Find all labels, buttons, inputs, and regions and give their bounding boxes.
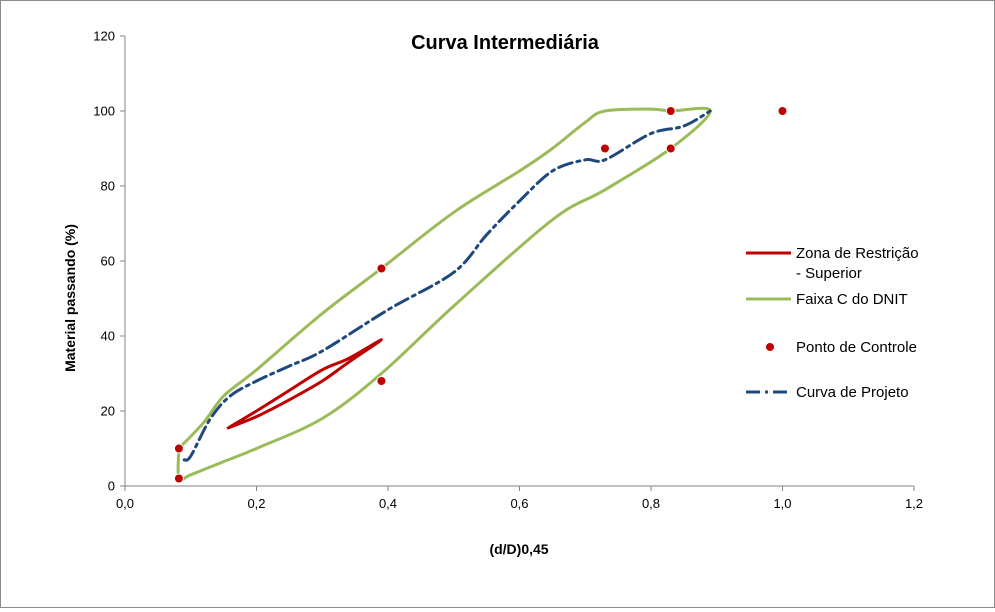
legend-label: Ponto de Controle	[796, 339, 917, 356]
legend-label: - Superior	[796, 265, 862, 282]
y-tick-label: 80	[101, 179, 115, 194]
series-line-3	[182, 109, 712, 462]
legend-label: Zona de Restrição	[796, 245, 919, 262]
control-point	[376, 263, 387, 274]
y-tick-label: 0	[108, 479, 115, 494]
control-point	[599, 143, 610, 154]
legend-label: Faixa C do DNIT	[796, 291, 908, 308]
x-tick-label: 1,0	[773, 496, 791, 511]
control-point	[173, 473, 184, 484]
x-tick-label: 0,8	[642, 496, 660, 511]
legend-label: Curva de Projeto	[796, 384, 909, 401]
control-point	[665, 106, 676, 116]
x-tick-label: 0,4	[379, 496, 397, 511]
series-line-0	[226, 338, 383, 430]
y-tick-label: 20	[101, 404, 115, 419]
control-point	[665, 143, 676, 154]
x-tick-label: 0,2	[247, 496, 265, 511]
x-tick-label: 0,6	[510, 496, 528, 511]
axes: 0 20 40 60 80 100 120 0,0 0,2 0,4 0,6 0,8 1,0 1,2	[93, 29, 923, 512]
x-axis-label: (d/D)0,45	[489, 541, 548, 557]
y-tick-label: 120	[93, 29, 115, 44]
y-tick-label: 100	[93, 104, 115, 119]
y-tick-label: 60	[101, 254, 115, 269]
x-tick-label: 1,2	[905, 496, 923, 511]
control-point	[173, 443, 184, 454]
control-point	[376, 376, 387, 386]
legend-marker	[765, 342, 775, 352]
plot-area	[173, 106, 788, 484]
legend: Zona de Restrição - Superior Faixa C do DN…	[746, 245, 919, 401]
x-tick-label: 0,0	[116, 496, 134, 511]
chart-title: Curva Intermediária	[411, 32, 600, 54]
y-tick-label: 40	[101, 329, 115, 344]
series-line-1	[176, 106, 712, 482]
y-axis-label: Material passando (%)	[62, 224, 78, 372]
control-point	[777, 106, 788, 116]
